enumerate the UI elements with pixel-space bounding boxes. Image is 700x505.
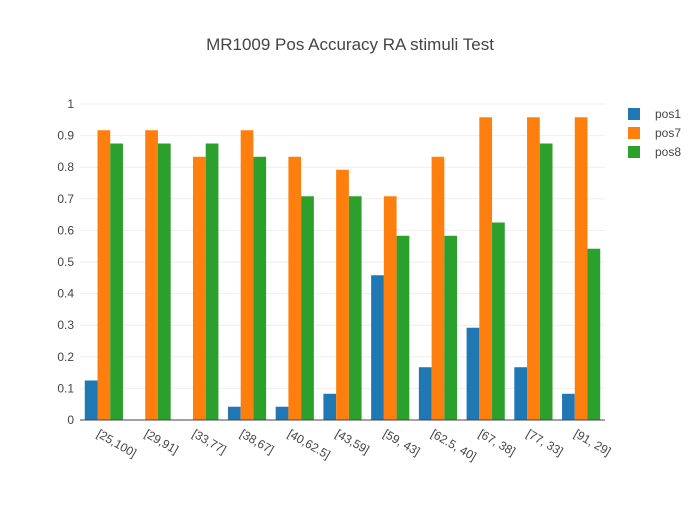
bar-pos8[interactable]	[205, 143, 219, 421]
bar-pos8[interactable]	[253, 156, 267, 420]
bar-pos8[interactable]	[587, 248, 601, 420]
bar-pos1[interactable]	[227, 406, 241, 420]
bar-pos8[interactable]	[348, 196, 362, 420]
bar-pos7[interactable]	[479, 117, 493, 420]
bar-pos1[interactable]	[562, 393, 575, 420]
bar-pos7[interactable]	[288, 156, 302, 420]
y-tick-label: 0	[67, 413, 74, 427]
x-tick-label: [33,77]	[190, 426, 229, 456]
y-tick-label: 0.1	[57, 381, 74, 395]
bar-pos8[interactable]	[444, 235, 458, 420]
y-tick-label: 0.8	[57, 160, 74, 174]
bar-pos1[interactable]	[418, 367, 432, 420]
bar-pos7[interactable]	[240, 130, 254, 420]
y-tick-label: 0.6	[57, 223, 74, 237]
bar-pos1[interactable]	[84, 380, 98, 421]
x-tick-label: [38,67]	[238, 426, 277, 456]
bar-pos7[interactable]	[192, 156, 206, 420]
bar-pos7[interactable]	[336, 169, 349, 420]
bar-pos8[interactable]	[396, 235, 410, 420]
chart-title: MR1009 Pos Accuracy RA stimuli Test	[206, 35, 494, 54]
x-tick-label: [43,59]	[333, 426, 372, 456]
x-tick-label: [40,62.5]	[285, 426, 332, 461]
bar-pos7[interactable]	[97, 130, 111, 420]
legend-label-pos1[interactable]: pos1	[655, 107, 681, 121]
bar-pos1[interactable]	[323, 393, 337, 420]
x-tick-label: [91, 29]	[572, 426, 614, 458]
x-tick-label: [67, 38]	[476, 426, 518, 458]
bar-pos1[interactable]	[275, 406, 289, 420]
x-tick-label: [29,91]	[142, 426, 181, 456]
bar-pos8[interactable]	[157, 143, 171, 421]
legend-swatch-pos1[interactable]	[628, 108, 640, 120]
x-tick-label: [62.5, 40]	[428, 426, 478, 463]
legend-label-pos8[interactable]: pos8	[655, 145, 681, 159]
bar-pos7[interactable]	[574, 117, 588, 420]
y-tick-label: 0.5	[57, 255, 74, 269]
bar-pos8[interactable]	[301, 196, 314, 420]
x-tick-label: [77, 33]	[524, 426, 566, 458]
y-tick-label: 1	[67, 97, 74, 111]
bar-pos8[interactable]	[492, 222, 505, 421]
bar-pos7[interactable]	[431, 156, 445, 420]
legend-label-pos7[interactable]: pos7	[655, 126, 681, 140]
legend-swatch-pos7[interactable]	[628, 127, 640, 139]
x-tick-label: [59, 43]	[381, 426, 423, 458]
bar-pos8[interactable]	[110, 143, 123, 421]
y-tick-label: 0.7	[57, 192, 74, 206]
bar-pos1[interactable]	[371, 275, 384, 420]
legend[interactable]: pos1 pos7 pos8	[628, 107, 681, 159]
bar-pos7[interactable]	[383, 196, 397, 420]
bar-pos7[interactable]	[145, 130, 158, 420]
bar-pos1[interactable]	[466, 327, 480, 420]
bar-pos8[interactable]	[539, 143, 553, 421]
y-tick-label: 0.3	[57, 318, 74, 332]
legend-swatch-pos8[interactable]	[628, 146, 640, 158]
bars-layer	[84, 117, 601, 421]
x-tick-label: [25,100]	[94, 426, 139, 460]
y-tick-label: 0.2	[57, 350, 74, 364]
bar-pos1[interactable]	[514, 367, 528, 420]
bar-pos7[interactable]	[527, 117, 540, 420]
y-tick-label: 0.4	[57, 287, 74, 301]
y-tick-label: 0.9	[57, 129, 74, 143]
